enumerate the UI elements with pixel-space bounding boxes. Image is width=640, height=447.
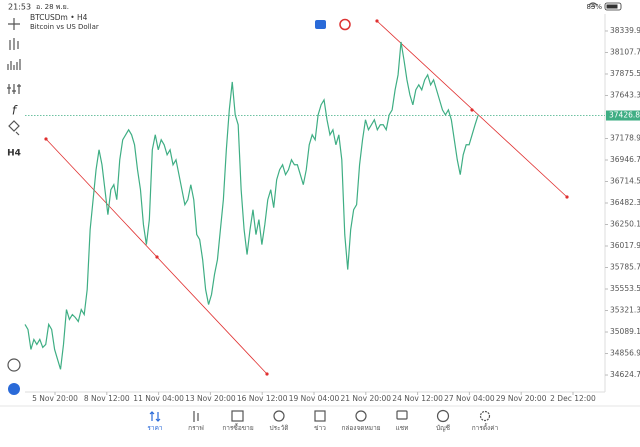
tab-label[interactable]: ราคา — [147, 424, 162, 432]
y-tick-label: 38107.70 — [610, 47, 640, 56]
crosshair-icon[interactable] — [8, 18, 20, 30]
x-tick-label: 16 Nov 12:00 — [237, 394, 288, 403]
status-time: 21:53 — [8, 3, 31, 12]
wifi-icon — [588, 2, 598, 8]
tab-icon[interactable] — [231, 410, 244, 422]
function-icon[interactable]: f — [12, 104, 18, 118]
tab-icon[interactable] — [273, 410, 285, 422]
objects-icon[interactable] — [8, 120, 20, 136]
status-date: อ. 28 พ.ย. — [36, 3, 69, 11]
x-tick-label: 2 Dec 12:00 — [550, 394, 596, 403]
x-tick-label: 5 Nov 20:00 — [32, 394, 78, 403]
tab-icon[interactable] — [355, 410, 367, 422]
battery-level — [606, 4, 618, 9]
y-tick-label: 35089.10 — [610, 327, 640, 336]
tab-label[interactable]: กราฟ — [188, 424, 204, 432]
y-tick-label: 36017.90 — [610, 241, 640, 250]
trend-point[interactable] — [470, 108, 474, 112]
price-line — [24, 41, 479, 370]
tab-label[interactable]: ข่าว — [314, 424, 326, 432]
y-tick-label: 37643.30 — [610, 90, 640, 99]
trend-point[interactable] — [44, 137, 48, 141]
trade-icon[interactable] — [8, 383, 20, 395]
current-price-label: 37426.87 — [609, 111, 640, 120]
left-toolbar[interactable]: f H4 — [7, 18, 21, 395]
tab-icon[interactable] — [314, 410, 326, 422]
trend-point[interactable] — [265, 372, 269, 376]
tab-label[interactable]: บัญชี — [436, 424, 451, 432]
x-tick-label: 11 Nov 04:00 — [133, 394, 184, 403]
gauge-icon[interactable] — [7, 358, 21, 372]
trend-point[interactable] — [565, 195, 569, 199]
y-tick-label: 37875.50 — [610, 69, 640, 78]
x-tick-label: 21 Nov 20:00 — [341, 394, 392, 403]
timeframe-button[interactable]: H4 — [7, 149, 21, 159]
x-tick-label: 24 Nov 12:00 — [392, 394, 443, 403]
tab-label[interactable]: กล่องจดหมาย — [341, 424, 380, 432]
trend-point[interactable] — [155, 255, 159, 259]
tab-label[interactable]: ประวัติ — [270, 424, 289, 432]
x-tick-label: 13 Nov 20:00 — [185, 394, 236, 403]
x-tick-label: 29 Nov 20:00 — [496, 394, 547, 403]
tab-icons — [149, 409, 491, 423]
y-tick-label: 35785.70 — [610, 263, 640, 272]
y-tick-label: 35553.50 — [610, 284, 640, 293]
y-tick-label: 38339.90 — [610, 26, 640, 35]
y-tick-label: 36714.50 — [610, 176, 640, 185]
tab-icon[interactable] — [193, 411, 199, 422]
trend-line[interactable] — [44, 19, 569, 376]
y-tick-label: 35321.30 — [610, 306, 640, 315]
y-tick-label: 36250.10 — [610, 220, 640, 229]
buy-sell-icon[interactable] — [315, 20, 326, 29]
x-tick-label: 27 Nov 04:00 — [444, 394, 495, 403]
y-tick-label: 36482.30 — [610, 198, 640, 207]
settings-icon[interactable] — [7, 84, 21, 94]
one-click-icon[interactable] — [339, 18, 351, 31]
chart-subtitle: Bitcoin vs US Dollar — [30, 23, 99, 31]
current-price-box — [606, 110, 640, 121]
chart-title: BTCUSDm • H4 — [30, 13, 88, 22]
tab-icon[interactable] — [149, 411, 161, 422]
tab-icon[interactable] — [396, 410, 408, 420]
tab-icon[interactable] — [436, 409, 450, 423]
trend-point[interactable] — [375, 19, 379, 23]
y-tick-label: 36946.70 — [610, 155, 640, 164]
tab-icon[interactable] — [479, 410, 491, 422]
tab-label[interactable]: การตั้งค่า — [472, 423, 499, 432]
battery-icon — [604, 2, 622, 11]
y-tick-label: 37178.90 — [610, 133, 640, 142]
candles-icon[interactable] — [9, 38, 19, 50]
x-tick-label: 8 Nov 12:00 — [84, 394, 130, 403]
tab-label[interactable]: การซื้อขาย — [222, 423, 253, 432]
x-tick-label: 19 Nov 04:00 — [289, 394, 340, 403]
tab-label[interactable]: แชท — [396, 424, 409, 432]
indicator-icon[interactable] — [7, 59, 21, 70]
y-tick-label: 34624.70 — [610, 370, 640, 379]
y-tick-label: 34856.90 — [610, 349, 640, 358]
